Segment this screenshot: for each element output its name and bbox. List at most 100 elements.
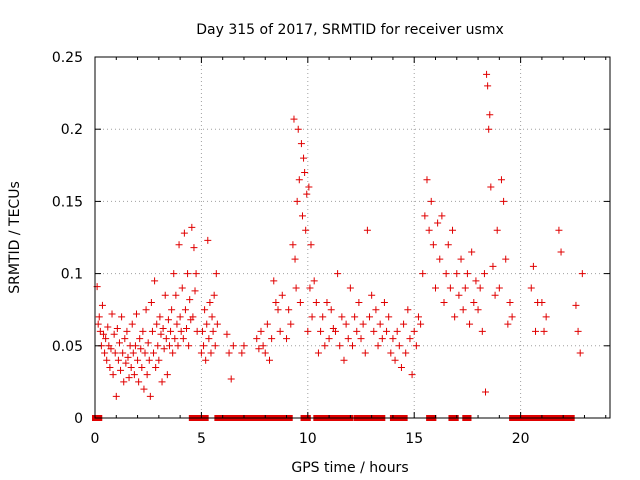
data-point bbox=[129, 349, 137, 357]
data-point bbox=[159, 324, 167, 332]
data-point bbox=[176, 313, 184, 321]
data-point bbox=[270, 277, 278, 285]
data-points bbox=[93, 70, 586, 400]
data-point bbox=[419, 270, 427, 278]
data-point bbox=[438, 212, 446, 220]
data-point bbox=[393, 327, 401, 335]
data-point bbox=[363, 226, 371, 234]
data-point bbox=[366, 313, 374, 321]
data-point bbox=[461, 284, 469, 292]
data-point bbox=[331, 327, 339, 335]
x-tick-label: 5 bbox=[197, 431, 206, 447]
data-point bbox=[278, 291, 286, 299]
data-point bbox=[574, 327, 582, 335]
data-point bbox=[200, 342, 208, 350]
data-point bbox=[151, 277, 159, 285]
data-point bbox=[259, 342, 267, 350]
data-point bbox=[188, 223, 196, 231]
data-point bbox=[300, 154, 308, 162]
data-point bbox=[141, 349, 149, 357]
data-point bbox=[119, 349, 127, 357]
data-point bbox=[478, 327, 486, 335]
data-point bbox=[434, 219, 442, 227]
data-point bbox=[283, 335, 291, 343]
data-point bbox=[118, 313, 126, 321]
data-point bbox=[540, 327, 548, 335]
data-point bbox=[436, 255, 444, 263]
data-point bbox=[114, 356, 122, 364]
data-point bbox=[487, 183, 495, 191]
data-point bbox=[489, 262, 497, 270]
data-point bbox=[476, 284, 484, 292]
data-point bbox=[205, 335, 213, 343]
data-point bbox=[143, 371, 151, 379]
data-point bbox=[425, 226, 433, 234]
data-point bbox=[485, 125, 493, 133]
data-point bbox=[128, 320, 136, 328]
data-point bbox=[395, 342, 403, 350]
y-tick-label: 0 bbox=[74, 411, 83, 427]
data-point bbox=[408, 371, 416, 379]
data-point bbox=[421, 212, 429, 220]
data-point bbox=[506, 298, 514, 306]
data-point bbox=[431, 284, 439, 292]
data-point bbox=[402, 349, 410, 357]
data-point bbox=[508, 313, 516, 321]
data-point bbox=[527, 284, 535, 292]
data-point bbox=[229, 342, 237, 350]
data-point bbox=[440, 298, 448, 306]
data-point bbox=[470, 298, 478, 306]
data-point bbox=[372, 306, 380, 314]
data-point bbox=[207, 349, 215, 357]
data-point bbox=[385, 313, 393, 321]
data-point bbox=[383, 327, 391, 335]
data-point bbox=[227, 375, 235, 383]
data-point bbox=[344, 335, 352, 343]
data-point bbox=[158, 378, 166, 386]
x-tick-label: 0 bbox=[91, 431, 100, 447]
x-tick-label: 15 bbox=[405, 431, 423, 447]
data-point bbox=[493, 226, 501, 234]
data-point bbox=[495, 284, 503, 292]
data-point bbox=[238, 349, 246, 357]
data-point bbox=[140, 385, 148, 393]
data-point bbox=[423, 176, 431, 184]
data-point bbox=[502, 255, 510, 263]
data-point bbox=[342, 320, 350, 328]
data-point bbox=[349, 342, 356, 350]
data-point bbox=[165, 342, 173, 350]
data-point bbox=[122, 359, 130, 367]
data-point bbox=[142, 306, 150, 314]
data-point bbox=[223, 330, 231, 338]
data-point bbox=[297, 140, 305, 148]
data-point bbox=[321, 342, 329, 350]
data-point bbox=[538, 298, 546, 306]
data-point bbox=[108, 310, 116, 318]
data-point bbox=[368, 291, 376, 299]
data-point bbox=[302, 226, 310, 234]
data-point bbox=[400, 320, 408, 328]
data-point bbox=[208, 313, 216, 321]
y-tick-labels: 0 0.05 0.1 0.15 0.2 0.25 bbox=[52, 50, 83, 427]
data-point bbox=[308, 313, 316, 321]
data-point bbox=[359, 320, 367, 328]
data-point bbox=[427, 197, 435, 205]
data-point bbox=[317, 327, 325, 335]
data-point bbox=[340, 356, 348, 364]
data-point bbox=[429, 241, 437, 249]
data-point bbox=[491, 291, 499, 299]
data-point bbox=[190, 244, 198, 252]
data-point bbox=[137, 345, 145, 353]
data-point bbox=[146, 392, 154, 400]
data-point bbox=[291, 255, 299, 263]
data-point bbox=[449, 226, 457, 234]
data-point bbox=[177, 327, 185, 335]
data-point bbox=[290, 115, 298, 123]
x-axis-label: GPS time / hours bbox=[291, 460, 408, 476]
data-point bbox=[154, 342, 162, 350]
x-tick-label: 10 bbox=[299, 431, 317, 447]
data-point bbox=[174, 342, 182, 350]
data-point bbox=[298, 212, 306, 220]
data-point bbox=[103, 356, 111, 364]
